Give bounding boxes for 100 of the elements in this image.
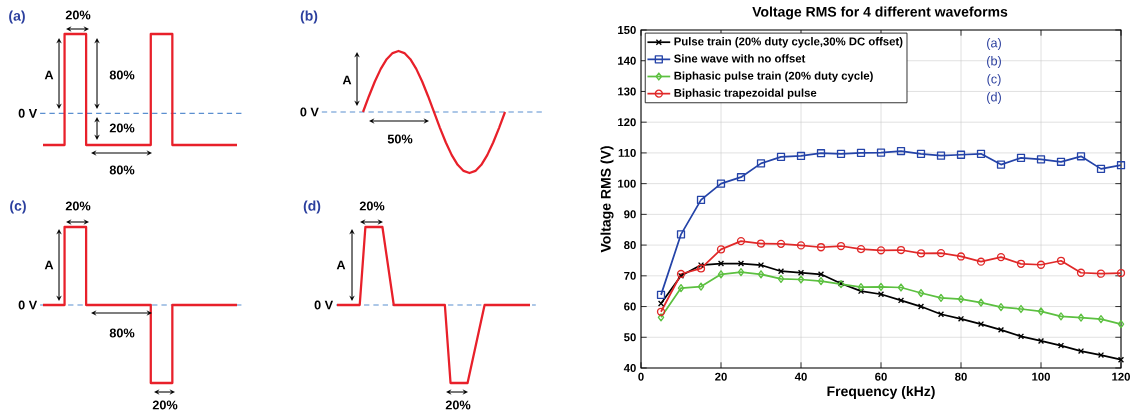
point	[796, 151, 806, 161]
y-tick-label: 120	[618, 118, 636, 127]
x-tick-label: 40	[794, 372, 807, 381]
annotation: (c)	[987, 74, 1001, 86]
point	[676, 230, 686, 239]
y-tick-label: 90	[624, 210, 636, 219]
point	[896, 245, 906, 255]
point	[696, 195, 706, 205]
y-tick-label: 70	[624, 271, 636, 280]
point	[776, 152, 786, 162]
point	[1077, 313, 1085, 322]
point	[856, 148, 866, 158]
point	[817, 271, 825, 278]
point	[736, 236, 746, 246]
point	[1116, 161, 1126, 170]
legend-label: Sine wave with no offset	[674, 54, 806, 63]
x-tick-label: 100	[1032, 372, 1050, 381]
point	[957, 315, 965, 322]
text: 20%	[152, 400, 178, 410]
point	[937, 293, 945, 303]
point	[937, 311, 945, 318]
y-tick-label: 80	[624, 241, 636, 250]
chart-title: (d)	[303, 200, 321, 214]
y-tick-label: 40	[623, 364, 636, 372]
annotation: (d)	[987, 92, 1001, 104]
annotation: A	[336, 260, 346, 270]
ref-line-label: 0 V	[314, 300, 334, 310]
point	[777, 274, 785, 284]
y-tick-label: 140	[618, 56, 636, 65]
point	[737, 260, 745, 267]
x-axis-title: Frequency (kHz)	[827, 385, 935, 399]
point	[936, 248, 946, 258]
annotation: 80%	[109, 70, 135, 80]
y-tick-label: 110	[618, 148, 636, 157]
point	[977, 298, 985, 307]
point	[1116, 268, 1126, 278]
point	[697, 282, 705, 291]
point	[916, 249, 926, 258]
point	[917, 288, 925, 298]
point	[817, 276, 825, 286]
point	[956, 252, 966, 261]
point	[797, 269, 805, 276]
point	[1017, 304, 1025, 314]
legend-label: Pulse train (20% duty cycle,30% DC offset)	[674, 37, 903, 48]
point	[857, 283, 865, 292]
point	[856, 244, 866, 254]
point	[1076, 152, 1086, 161]
annotation: A	[44, 260, 54, 270]
y-tick-label: 100	[618, 179, 636, 188]
text: 20%	[65, 10, 91, 20]
point	[897, 283, 905, 292]
point	[1097, 315, 1105, 324]
text: 80%	[109, 165, 135, 175]
text: 20%	[359, 201, 385, 211]
x-tick-label: 0	[638, 372, 644, 381]
point	[1036, 260, 1046, 269]
y-tick-label: 130	[618, 87, 636, 96]
point	[717, 260, 725, 267]
point	[1096, 164, 1106, 174]
ref-line-label: 0 V	[18, 300, 38, 310]
point	[1117, 356, 1125, 363]
y-tick-label: 50	[624, 333, 636, 342]
point	[996, 252, 1006, 262]
point	[797, 275, 805, 284]
point	[677, 283, 685, 293]
ref-line-label: 0 V	[18, 108, 38, 118]
annotation: (a)	[987, 38, 1001, 50]
point	[757, 270, 765, 279]
point	[877, 291, 885, 298]
point	[1056, 157, 1066, 166]
chart-title: (c)	[10, 200, 26, 214]
point	[996, 160, 1006, 169]
point	[1076, 268, 1086, 277]
point	[756, 159, 766, 168]
point	[657, 300, 665, 307]
point	[876, 148, 886, 157]
chart-title: (b)	[300, 10, 318, 24]
legend-label: Biphasic trapezoidal pulse	[674, 88, 817, 100]
point	[836, 149, 846, 158]
text: 20%	[445, 400, 471, 410]
point	[936, 151, 946, 160]
legend-label: Biphasic pulse train (20% duty cycle)	[674, 71, 873, 82]
point	[737, 267, 745, 277]
annotation: A	[44, 70, 54, 80]
point	[656, 290, 666, 299]
point	[897, 297, 905, 304]
point	[756, 239, 766, 248]
point	[1096, 269, 1106, 278]
ref-line-label: 0 V	[300, 107, 319, 117]
point	[1017, 333, 1025, 340]
y-tick-label: 150	[618, 26, 636, 35]
point	[896, 146, 906, 156]
point	[1016, 153, 1026, 162]
point	[776, 239, 786, 248]
point	[877, 282, 885, 292]
point	[777, 268, 785, 275]
point	[876, 246, 886, 255]
point	[997, 326, 1005, 334]
x-tick-label: 60	[875, 372, 887, 381]
chart-title: Voltage RMS for 4 different waveforms	[752, 6, 1008, 20]
